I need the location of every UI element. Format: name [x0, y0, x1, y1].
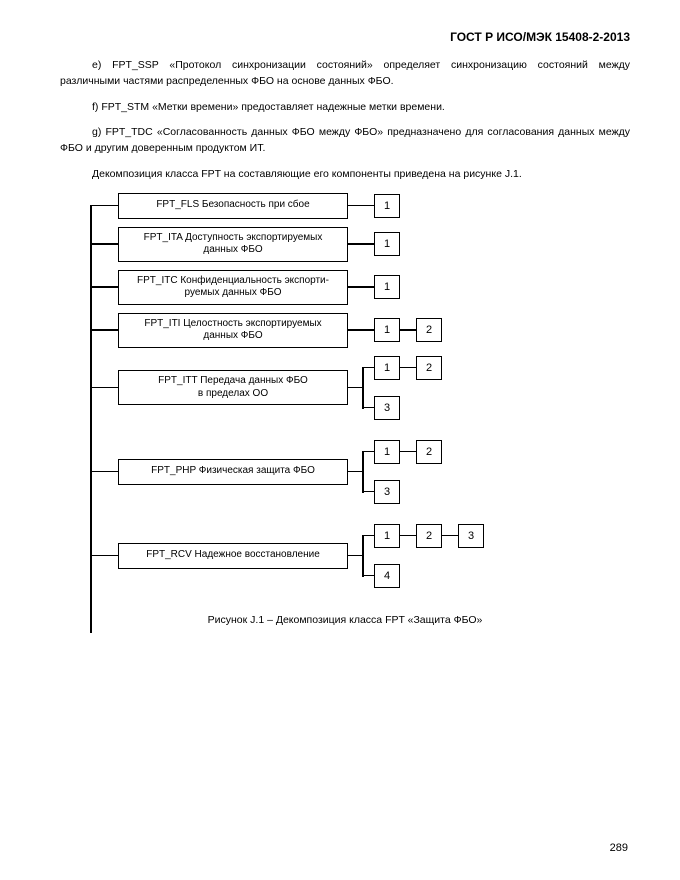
para-intro: Декомпозиция класса FPT на составляющие … [60, 167, 630, 183]
diagram-fpt: FPT_FLS Безопасность при сбое 1 FPT_ITA … [90, 193, 630, 588]
node-itc: FPT_ITC Конфиденциальность экспорти- руе… [118, 270, 348, 305]
tree-row: FPT_FLS Безопасность при сбое 1 [90, 193, 630, 219]
leaf-box: 1 [374, 524, 400, 548]
tree-row: FPT_ITI Целостность экспортируемых данны… [90, 313, 630, 348]
leaf-box: 3 [374, 480, 400, 504]
leaf-box: 4 [374, 564, 400, 588]
node-label: FPT_ITC Конфиденциальность экспорти- [137, 275, 329, 288]
node-label: данных ФБО [203, 244, 262, 257]
node-rcv: FPT_RCV Надежное восстановление [118, 543, 348, 569]
leaf-box: 1 [374, 194, 400, 218]
para-g: g) FPT_TDC «Согласованность данных ФБО м… [60, 125, 630, 157]
leaf-box: 1 [374, 440, 400, 464]
node-iti: FPT_ITI Целостность экспортируемых данны… [118, 313, 348, 348]
node-label: в пределах ОО [198, 388, 268, 401]
node-label: FPT_PHP Физическая защита ФБО [151, 465, 315, 478]
node-label: руемых данных ФБО [185, 287, 282, 300]
leaf-box: 3 [458, 524, 484, 548]
node-label: данных ФБО [203, 330, 262, 343]
node-itt: FPT_ITT Передача данных ФБО в пределах О… [118, 370, 348, 405]
leaf-box: 1 [374, 275, 400, 299]
page-number: 289 [610, 842, 628, 854]
node-label: FPT_ITI Целостность экспортируемых [144, 318, 321, 331]
node-label: FPT_RCV Надежное восстановление [146, 549, 320, 562]
tree-row: FPT_ITC Конфиденциальность экспорти- руе… [90, 270, 630, 305]
leaf-box: 1 [374, 232, 400, 256]
leaf-box: 1 [374, 356, 400, 380]
leaf-box: 2 [416, 356, 442, 380]
leaf-box: 2 [416, 524, 442, 548]
node-ita: FPT_ITA Доступность экспортируемых данны… [118, 227, 348, 262]
node-label: FPT_FLS Безопасность при сбое [156, 199, 309, 212]
leaf-box: 1 [374, 318, 400, 342]
leaf-box: 3 [374, 396, 400, 420]
para-f: f) FPT_STM «Метки времени» предоставляет… [60, 100, 630, 116]
tree-row: FPT_ITT Передача данных ФБО в пределах О… [90, 356, 630, 420]
para-e: e) FPT_SSP «Протокол синхронизации состо… [60, 58, 630, 90]
figure-caption: Рисунок J.1 – Декомпозиция класса FPT «З… [60, 614, 630, 626]
tree-row: FPT_PHP Физическая защита ФБО 1 2 3 [90, 440, 630, 504]
leaf-box: 2 [416, 440, 442, 464]
doc-header: ГОСТ Р ИСО/МЭК 15408-2-2013 [60, 30, 630, 44]
leaf-box: 2 [416, 318, 442, 342]
node-label: FPT_ITA Доступность экспортируемых [144, 232, 323, 245]
tree-row: FPT_ITA Доступность экспортируемых данны… [90, 227, 630, 262]
tree-row: FPT_RCV Надежное восстановление 1 2 3 4 [90, 524, 630, 588]
node-fls: FPT_FLS Безопасность при сбое [118, 193, 348, 219]
node-php: FPT_PHP Физическая защита ФБО [118, 459, 348, 485]
node-label: FPT_ITT Передача данных ФБО [158, 375, 308, 388]
